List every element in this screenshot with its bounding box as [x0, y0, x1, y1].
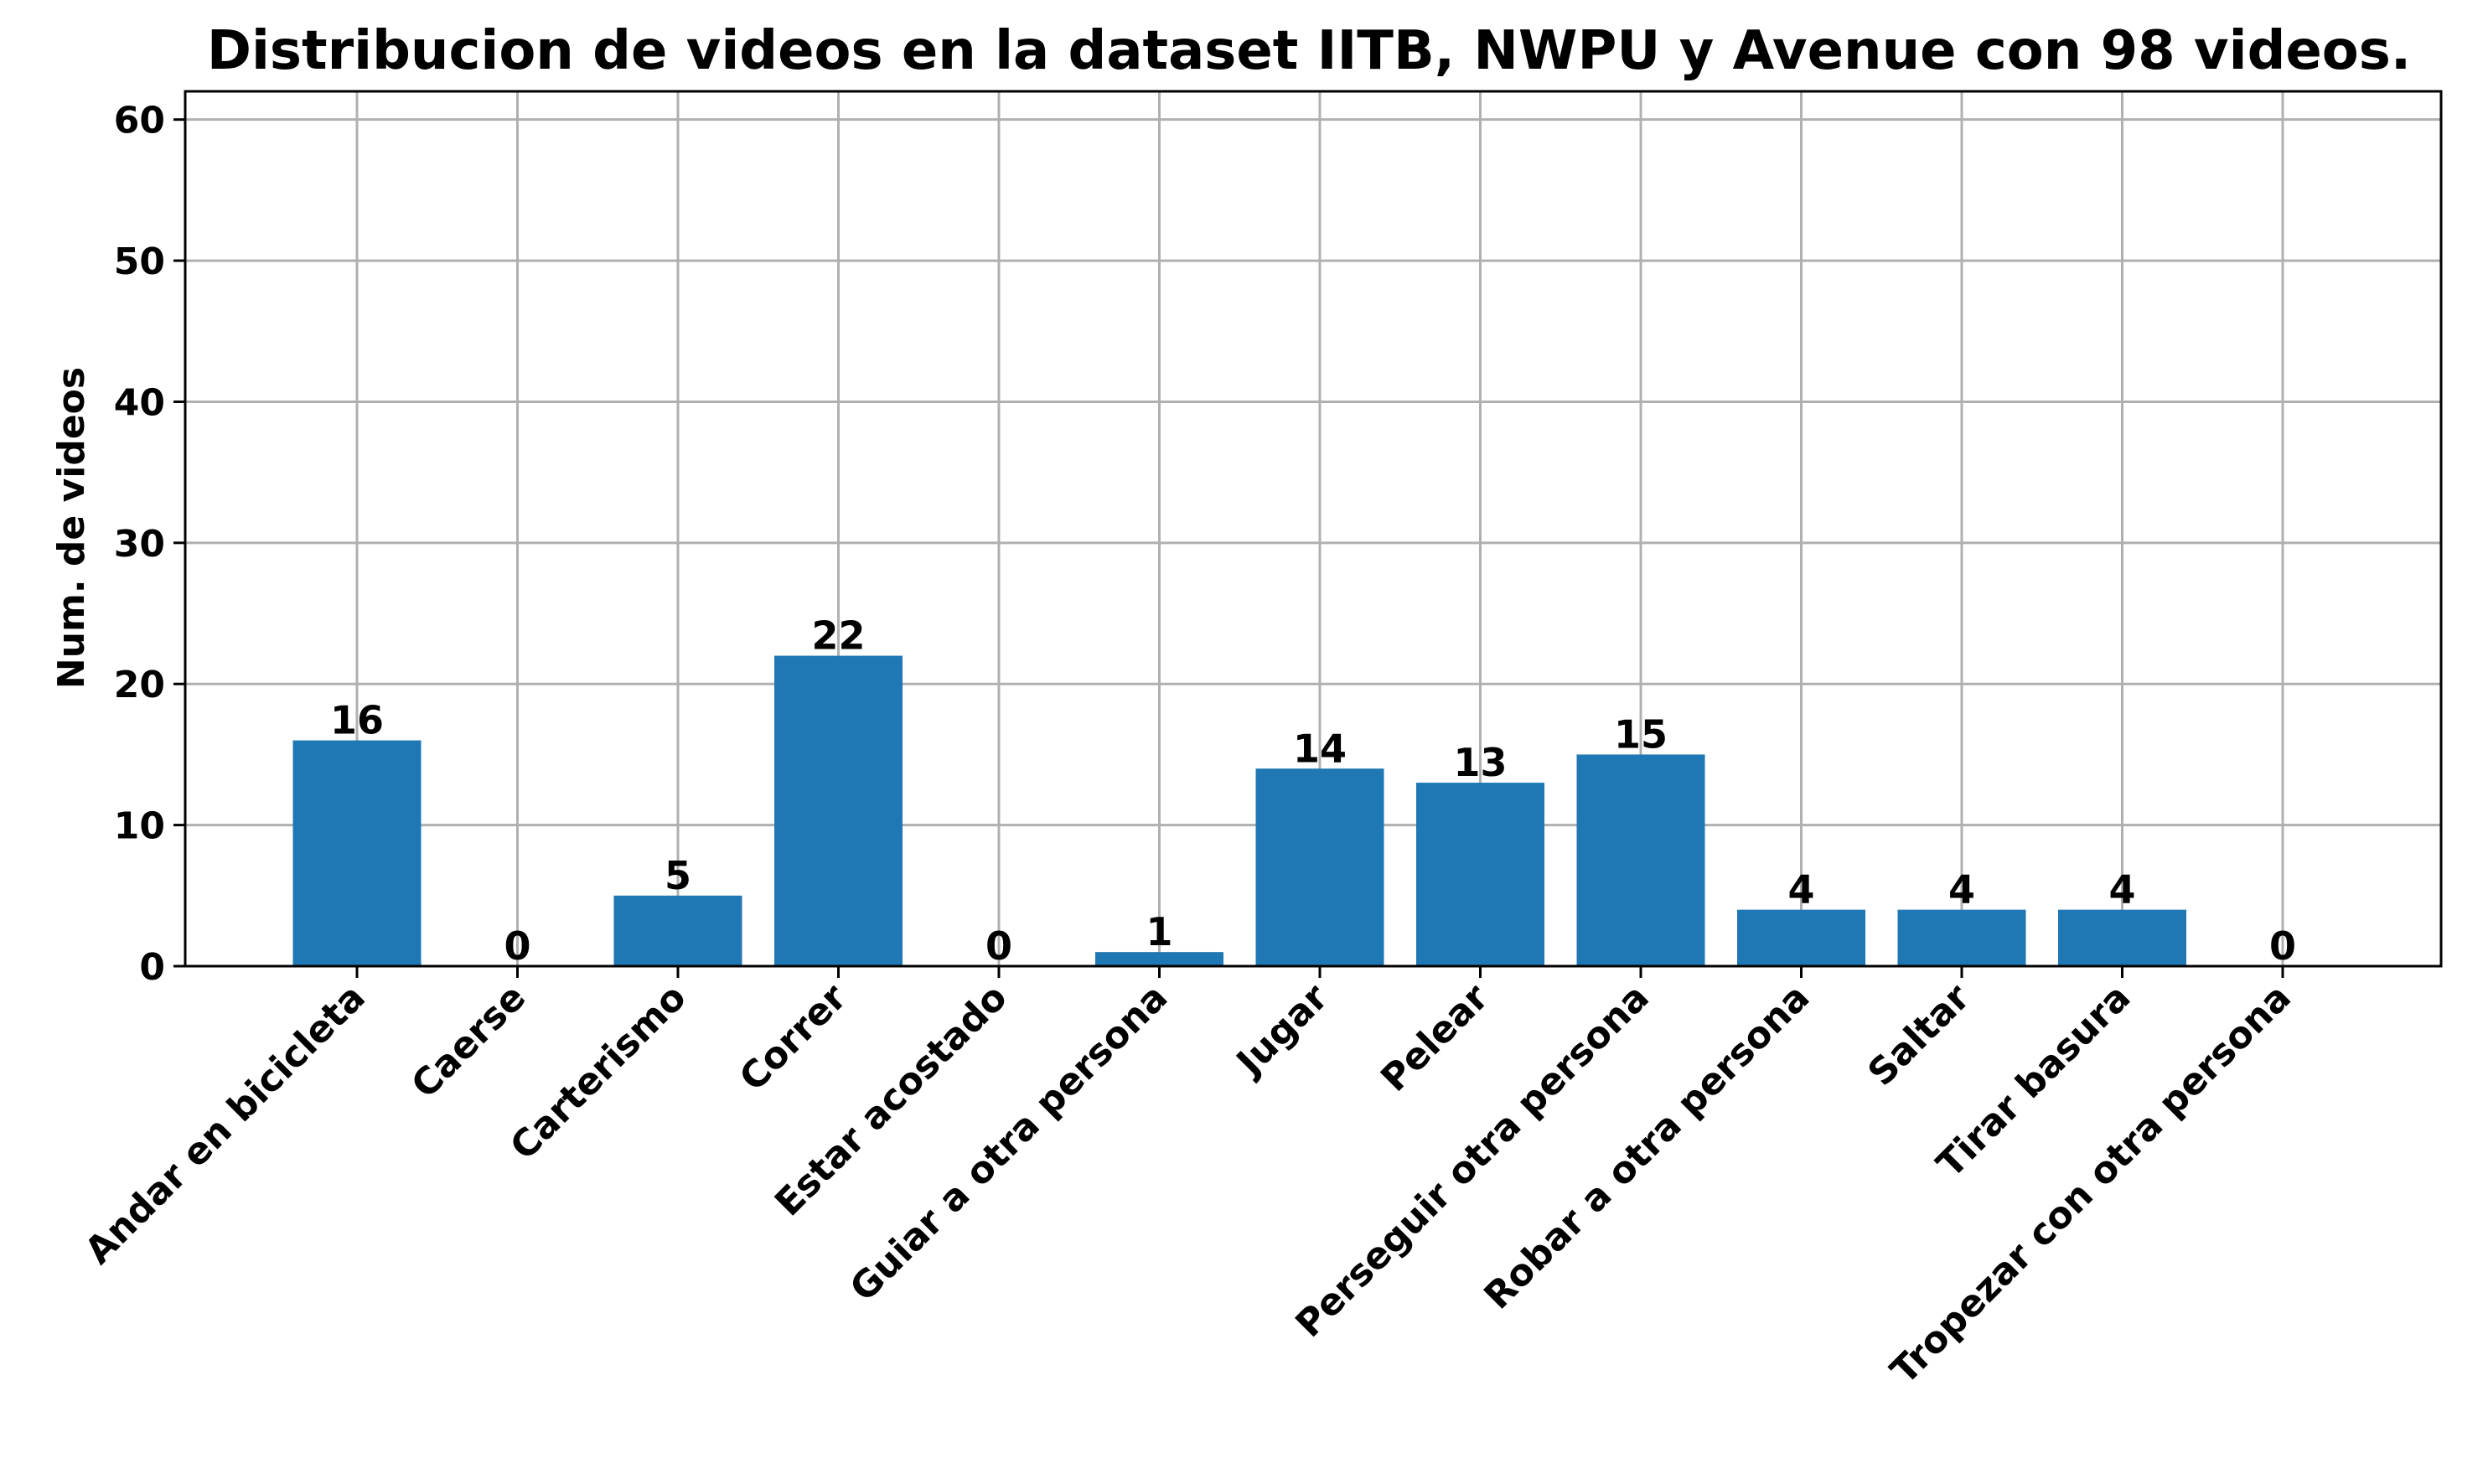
- bars: [292, 655, 2186, 966]
- y-tick-label: 30: [114, 523, 165, 566]
- bar: [1576, 754, 1705, 966]
- x-tick-label: Pelear: [1373, 976, 1497, 1100]
- x-tick-label: Correr: [732, 976, 856, 1100]
- bar: [1095, 952, 1223, 966]
- chart-title: Distribucion de videos en la dataset IIT…: [207, 20, 2411, 82]
- x-tick-label: Andar en bicicleta: [77, 976, 374, 1273]
- bar-value-label: 0: [985, 923, 1012, 969]
- bar-value-label: 4: [1948, 867, 1975, 913]
- data-labels: 16 0 5 22 0 1 14 13 15 4 4 4 0: [330, 613, 2296, 969]
- x-tick-label: Jugar: [1227, 976, 1337, 1086]
- bar-value-label: 13: [1453, 740, 1507, 785]
- bar-value-label: 14: [1293, 726, 1347, 771]
- bar: [2058, 909, 2186, 966]
- bar: [292, 740, 422, 966]
- bar: [613, 895, 742, 966]
- x-tick-label: Saltar: [1860, 976, 1979, 1095]
- bar-value-label: 4: [2108, 867, 2135, 913]
- bar-value-label: 0: [2269, 923, 2296, 969]
- plot-frame: [184, 90, 2443, 968]
- x-tick-label: Guiar a otra persona: [842, 976, 1177, 1311]
- bar-value-label: 0: [504, 923, 530, 969]
- bar-value-label: 5: [665, 853, 691, 898]
- bar: [774, 655, 903, 966]
- y-tick-label: 10: [114, 805, 165, 848]
- y-tick-label: 20: [114, 664, 165, 706]
- bar: [1416, 783, 1544, 966]
- y-tick-label: 40: [114, 381, 165, 424]
- bar-value-label: 15: [1614, 711, 1668, 757]
- y-axis-label: Num. de videos: [50, 367, 93, 689]
- y-tick-label: 0: [139, 946, 165, 989]
- bar-value-label: 4: [1787, 867, 1814, 913]
- y-tick-label: 60: [114, 100, 165, 142]
- x-tick-label: Caerse: [403, 976, 534, 1107]
- x-tick-label: Robar a otra persona: [1476, 976, 1818, 1318]
- bar-value-label: 22: [811, 613, 865, 659]
- bar: [1897, 909, 2026, 966]
- y-tick-label: 50: [114, 240, 165, 283]
- bar-value-label: 1: [1146, 909, 1172, 954]
- bar: [1737, 909, 1865, 966]
- bar-value-label: 16: [330, 698, 384, 743]
- bar: [1255, 768, 1384, 966]
